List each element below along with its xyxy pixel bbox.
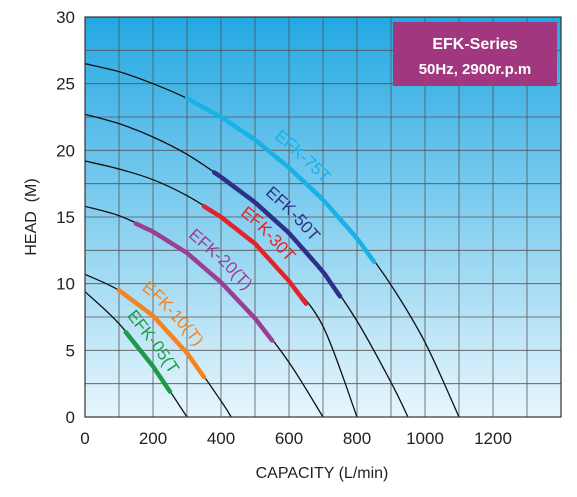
chart-subtitle: 50Hz, 2900r.p.m [419, 61, 532, 78]
x-tick-label: 200 [139, 429, 167, 448]
x-tick-label: 600 [275, 429, 303, 448]
highlight-efk-10-t- [116, 288, 207, 380]
title-box-background [393, 22, 557, 86]
highlight-efk-75t [184, 96, 377, 264]
y-tick-label: 10 [56, 275, 75, 294]
y-tick-label: 25 [56, 75, 75, 94]
plot-frame [84, 16, 562, 418]
highlight-efk-30t [201, 204, 309, 306]
x-tick-label: 1000 [406, 429, 444, 448]
x-axis-label: CAPACITY (L/min) [256, 465, 389, 482]
y-axis-label: HEAD (M) [23, 178, 40, 255]
y-tick-label: 0 [66, 408, 75, 427]
x-tick-label: 800 [343, 429, 371, 448]
title-box: EFK-Series 50Hz, 2900r.p.m [393, 22, 557, 86]
highlight-efk-50t [211, 170, 343, 299]
performance-curves [85, 63, 460, 417]
y-tick-label: 20 [56, 141, 75, 160]
x-tick-label: 400 [207, 429, 235, 448]
y-tick-label: 30 [56, 8, 75, 27]
y-tick-label: 15 [56, 208, 75, 227]
highlight-efk-20-t- [133, 221, 275, 343]
x-tick-label: 0 [80, 429, 89, 448]
axis-ticks: 0 200 400 600 800 1000 1200 0 5 10 15 20 25 30 [56, 8, 512, 448]
y-tick-label: 5 [66, 341, 75, 360]
x-tick-label: 1200 [474, 429, 512, 448]
grid-lines [85, 17, 561, 417]
chart-title: EFK-Series [432, 36, 517, 53]
highlight-efk-05-t- [123, 329, 173, 394]
